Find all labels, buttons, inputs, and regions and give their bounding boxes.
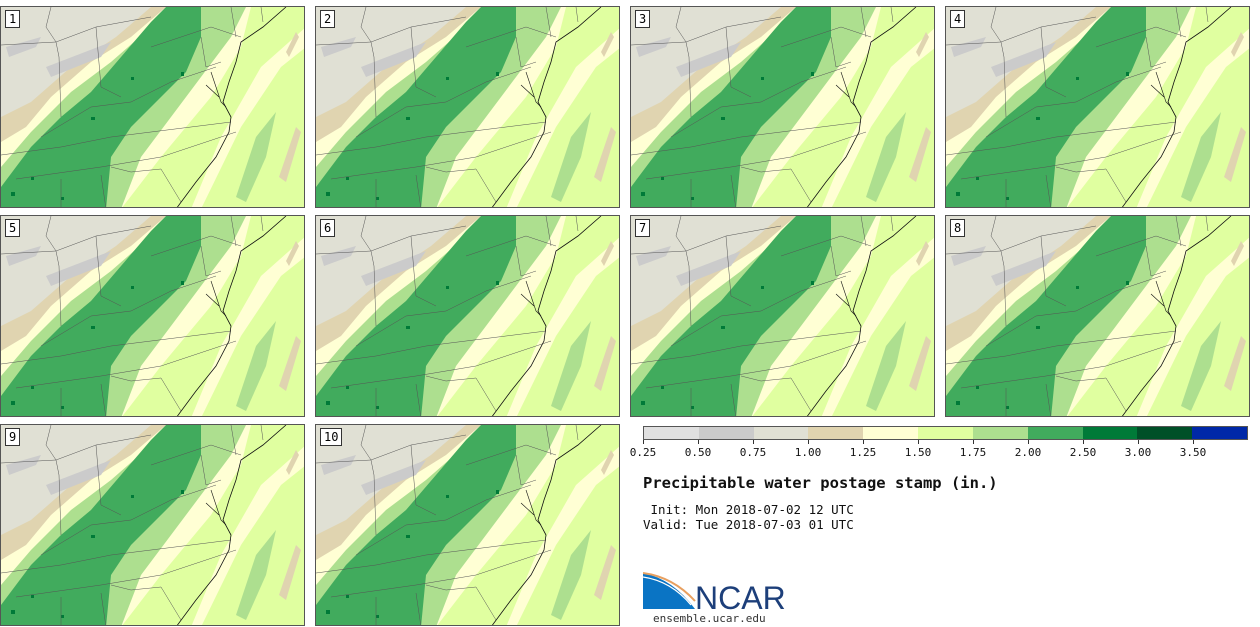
member-number: 6 bbox=[320, 219, 336, 237]
colorbar-swatch bbox=[1082, 427, 1138, 439]
tick-mark bbox=[753, 440, 754, 444]
colorbar-swatch bbox=[1027, 427, 1083, 439]
tick-mark bbox=[918, 440, 919, 444]
map-image bbox=[946, 7, 1250, 208]
tick-mark bbox=[1138, 440, 1139, 444]
member-number: 8 bbox=[950, 219, 966, 237]
map-image bbox=[1, 7, 305, 208]
ensemble-member-map: 2 bbox=[315, 6, 620, 208]
ncar-logo: NCAR bbox=[643, 572, 786, 613]
chart-title: Precipitable water postage stamp (in.) bbox=[643, 474, 998, 492]
member-number: 3 bbox=[635, 10, 651, 28]
colorbar-swatch bbox=[972, 427, 1028, 439]
colorbar-swatch bbox=[918, 427, 973, 439]
colorbar-swatch bbox=[753, 427, 809, 439]
svg-text:NCAR: NCAR bbox=[695, 580, 786, 613]
tick-mark bbox=[1193, 440, 1194, 444]
member-number: 7 bbox=[635, 219, 651, 237]
init-time: Init: Mon 2018-07-02 12 UTC bbox=[643, 502, 854, 517]
map-image bbox=[1, 425, 305, 626]
ensemble-member-map: 5 bbox=[0, 215, 305, 417]
member-number: 4 bbox=[950, 10, 966, 28]
map-image bbox=[316, 7, 620, 208]
ensemble-member-map: 9 bbox=[0, 424, 305, 626]
tick-label: 1.25 bbox=[849, 446, 877, 459]
valid-time: Valid: Tue 2018-07-03 01 UTC bbox=[643, 517, 854, 532]
member-number: 9 bbox=[5, 428, 21, 446]
map-image bbox=[631, 216, 935, 417]
ensemble-member-map: 1 bbox=[0, 6, 305, 208]
tick-mark bbox=[698, 440, 699, 444]
tick-mark bbox=[808, 440, 809, 444]
member-number: 1 bbox=[5, 10, 21, 28]
tick-label: 2.50 bbox=[1069, 446, 1097, 459]
ensemble-member-map: 10 bbox=[315, 424, 620, 626]
ensemble-member-map: 7 bbox=[630, 215, 935, 417]
colorbar-swatch bbox=[808, 427, 864, 439]
map-image bbox=[316, 216, 620, 417]
tick-label: 3.50 bbox=[1179, 446, 1207, 459]
tick-label: 0.50 bbox=[684, 446, 712, 459]
tick-mark bbox=[643, 440, 644, 444]
map-image bbox=[631, 7, 935, 208]
ensemble-member-map: 3 bbox=[630, 6, 935, 208]
member-number: 2 bbox=[320, 10, 336, 28]
map-image bbox=[316, 425, 620, 626]
member-number: 10 bbox=[320, 428, 343, 446]
colorbar bbox=[643, 426, 1248, 440]
colorbar-swatch bbox=[644, 427, 699, 439]
ensemble-member-map: 8 bbox=[945, 215, 1250, 417]
website-url: ensemble.ucar.edu bbox=[653, 612, 766, 625]
tick-label: 0.75 bbox=[739, 446, 767, 459]
tick-label: 1.50 bbox=[904, 446, 932, 459]
tick-label: 1.75 bbox=[959, 446, 987, 459]
tick-label: 1.00 bbox=[794, 446, 822, 459]
colorbar-swatch bbox=[698, 427, 754, 439]
tick-mark bbox=[1028, 440, 1029, 444]
colorbar-swatch bbox=[1137, 427, 1193, 439]
map-image bbox=[1, 216, 305, 417]
tick-label: 2.00 bbox=[1014, 446, 1042, 459]
tick-mark bbox=[973, 440, 974, 444]
tick-mark bbox=[863, 440, 864, 444]
tick-mark bbox=[1083, 440, 1084, 444]
ensemble-member-map: 6 bbox=[315, 215, 620, 417]
map-image bbox=[946, 216, 1250, 417]
ensemble-member-map: 4 bbox=[945, 6, 1250, 208]
tick-label: 0.25 bbox=[629, 446, 657, 459]
member-number: 5 bbox=[5, 219, 21, 237]
colorbar-swatch bbox=[1192, 427, 1247, 439]
tick-label: 3.00 bbox=[1124, 446, 1152, 459]
colorbar-swatch bbox=[863, 427, 919, 439]
